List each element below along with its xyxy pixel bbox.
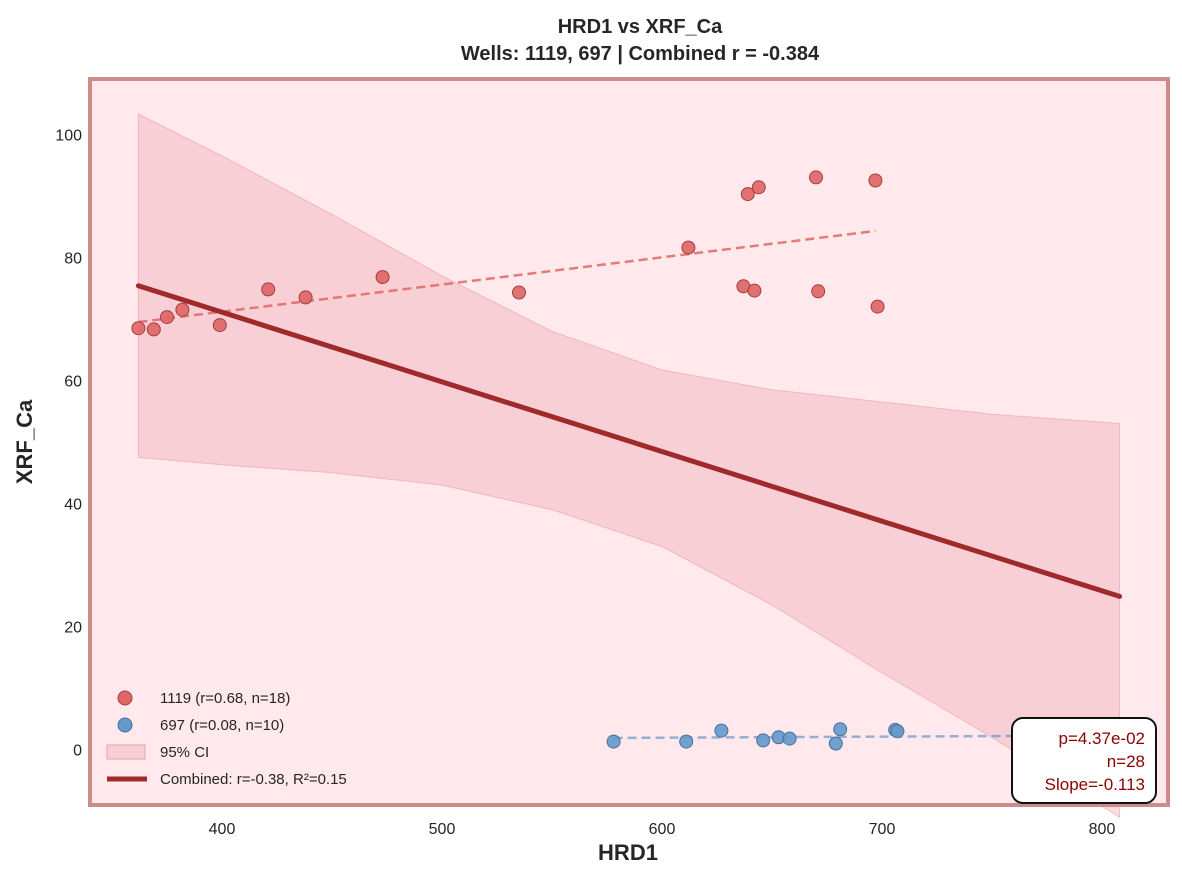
data-point-series-1-7 [833, 722, 848, 737]
data-point-series-0-9 [681, 240, 696, 255]
data-point-series-0-8 [512, 285, 526, 300]
combined-regression-line [135, 283, 1123, 599]
x-tick-label-0: 400 [209, 821, 236, 838]
data-point-series-0-5 [261, 282, 276, 297]
chart-title: HRD1 vs XRF_Ca [558, 16, 723, 38]
legend-marker-697 [117, 717, 133, 733]
x-tick-label-4: 800 [1089, 821, 1116, 838]
data-point-series-0-15 [811, 284, 826, 299]
data-point-series-0-1 [146, 322, 161, 337]
legend-marker-ci [106, 744, 146, 760]
data-points-layer [131, 170, 905, 751]
stats-n: n=28 [1107, 752, 1145, 771]
y-tick-label-3: 60 [64, 373, 82, 390]
legend-label-1119: 1119 (r=0.68, n=18) [160, 690, 290, 707]
y-tick-label-4: 80 [64, 250, 82, 267]
data-point-series-0-0 [131, 321, 146, 336]
y-tick-label-0: 0 [73, 743, 82, 760]
data-point-series-0-11 [740, 187, 755, 202]
data-point-series-1-0 [606, 734, 621, 749]
stats-box: p=4.37e-02 n=28 Slope=-0.113 [1011, 717, 1157, 804]
y-tick-label-1: 20 [64, 620, 82, 637]
x-tick-label-2: 600 [649, 821, 676, 838]
data-point-series-0-14 [809, 170, 823, 185]
x-axis-ticks: 400 500 600 700 800 [209, 821, 1116, 838]
plot-frame [88, 77, 1170, 807]
stats-slope: Slope=-0.113 [1045, 775, 1145, 794]
data-point-series-1-5 [782, 731, 797, 746]
data-point-series-0-12 [747, 283, 762, 298]
trend-line-series-0 [138, 229, 876, 324]
legend-label-combined: Combined: r=-0.38, R²=0.15 [160, 771, 347, 788]
y-tick-label-2: 40 [64, 497, 82, 514]
data-point-series-1-2 [714, 723, 729, 738]
data-point-series-1-6 [828, 736, 843, 751]
data-point-series-1-1 [679, 734, 694, 749]
confidence-band-layer [137, 113, 1121, 819]
data-point-series-0-4 [212, 318, 227, 333]
x-tick-label-3: 700 [869, 821, 896, 838]
data-point-series-1-3 [756, 733, 771, 748]
y-tick-label-5: 100 [55, 127, 82, 144]
legend-label-697: 697 (r=0.08, n=10) [160, 717, 284, 734]
legend: 1119 (r=0.68, n=18) 697 (r=0.08, n=10) 9… [106, 690, 347, 788]
data-point-series-0-7 [375, 270, 390, 285]
x-tick-label-1: 500 [429, 821, 456, 838]
data-point-series-0-13 [751, 180, 766, 195]
stats-box-frame [1011, 717, 1157, 804]
stats-p-value: p=4.37e-02 [1059, 729, 1146, 748]
y-axis-ticks: 0 20 40 60 80 100 [55, 127, 82, 759]
data-point-series-0-6 [298, 290, 313, 305]
legend-marker-1119 [117, 690, 133, 706]
chart-subtitle: Wells: 1119, 697 | Combined r = -0.384 [461, 43, 820, 65]
data-point-series-0-2 [160, 310, 174, 325]
legend-label-ci: 95% CI [160, 744, 209, 761]
data-point-series-0-16 [868, 173, 883, 188]
confidence-band [137, 113, 1121, 819]
data-point-series-0-17 [870, 299, 885, 314]
data-point-series-1-9 [890, 724, 905, 739]
data-point-series-0-3 [175, 302, 190, 317]
y-axis-label: XRF_Ca [12, 399, 37, 484]
x-axis-label: HRD1 [598, 840, 658, 865]
